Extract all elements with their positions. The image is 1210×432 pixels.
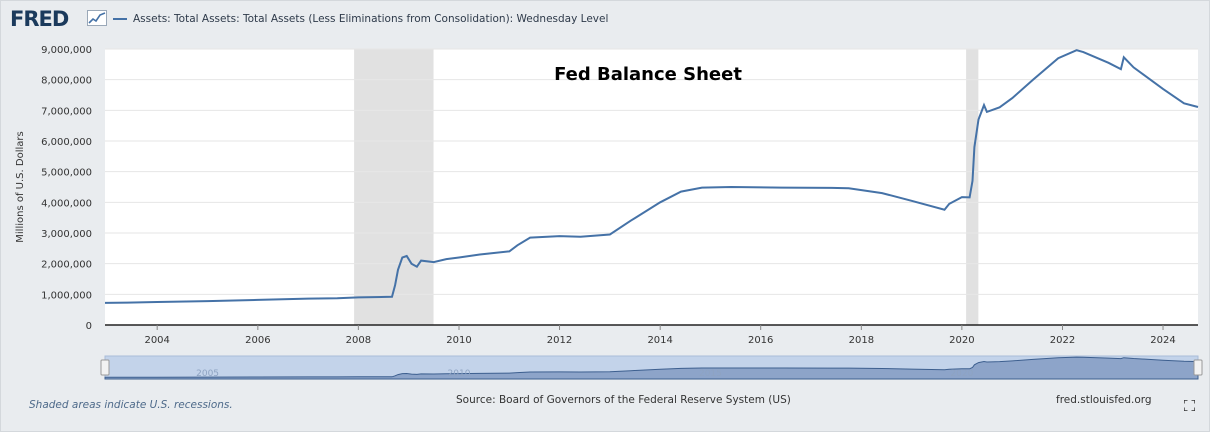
fred-chart-icon bbox=[87, 10, 107, 26]
y-tick-label: 0 bbox=[86, 321, 92, 332]
series-line bbox=[104, 49, 1199, 304]
legend-line-swatch bbox=[113, 18, 127, 20]
x-tick-label: 2014 bbox=[647, 335, 672, 346]
x-tick-label: 2022 bbox=[1050, 335, 1075, 346]
y-tick-label: 7,000,000 bbox=[41, 106, 92, 117]
x-tick-label: 2004 bbox=[144, 335, 169, 346]
source-text: Source: Board of Governors of the Federa… bbox=[456, 394, 791, 406]
y-axis-label: Millions of U.S. Dollars bbox=[15, 131, 26, 242]
x-tick-label: 2016 bbox=[748, 335, 773, 346]
y-tick-label: 9,000,000 bbox=[41, 45, 92, 56]
y-tick-label: 6,000,000 bbox=[41, 137, 92, 148]
recession-note: Shaded areas indicate U.S. recessions. bbox=[29, 399, 233, 411]
y-tick-label: 3,000,000 bbox=[41, 229, 92, 240]
y-tick-label: 5,000,000 bbox=[41, 168, 92, 179]
navigator-year-label: 2010 bbox=[448, 369, 471, 379]
x-tick-label: 2018 bbox=[849, 335, 874, 346]
x-tick-label: 2024 bbox=[1150, 335, 1175, 346]
legend-label: Assets: Total Assets: Total Assets (Less… bbox=[133, 13, 609, 25]
navigator-handle[interactable] bbox=[1193, 359, 1203, 376]
chart-title: Fed Balance Sheet bbox=[554, 64, 742, 85]
x-tick-label: 2008 bbox=[346, 335, 371, 346]
recession-band bbox=[354, 49, 434, 325]
x-tick-label: 2020 bbox=[949, 335, 974, 346]
navigator-handle[interactable] bbox=[100, 359, 110, 376]
y-tick-label: 8,000,000 bbox=[41, 76, 92, 87]
y-tick-label: 2,000,000 bbox=[41, 260, 92, 271]
navigator-series-area bbox=[104, 356, 1199, 380]
series-legend: Assets: Total Assets: Total Assets (Less… bbox=[113, 13, 608, 25]
fred-logo[interactable]: FRED bbox=[10, 7, 69, 31]
plot-area bbox=[105, 49, 1198, 325]
x-tick-label: 2010 bbox=[446, 335, 471, 346]
fred-url-link[interactable]: fred.stlouisfed.org bbox=[1056, 394, 1152, 406]
x-tick-label: 2012 bbox=[547, 335, 572, 346]
y-tick-label: 4,000,000 bbox=[41, 198, 92, 209]
navigator-year-label: 2020 bbox=[950, 369, 973, 379]
x-tick-label: 2006 bbox=[245, 335, 270, 346]
navigator-year-label: 2015 bbox=[699, 369, 722, 379]
y-tick-label: 1,000,000 bbox=[41, 290, 92, 301]
line-chart: Millions of U.S. Dollars 0 1,000,000 2,000… bbox=[15, 45, 1203, 380]
fullscreen-icon[interactable] bbox=[1184, 400, 1195, 411]
navigator-year-label: 2005 bbox=[196, 369, 219, 379]
